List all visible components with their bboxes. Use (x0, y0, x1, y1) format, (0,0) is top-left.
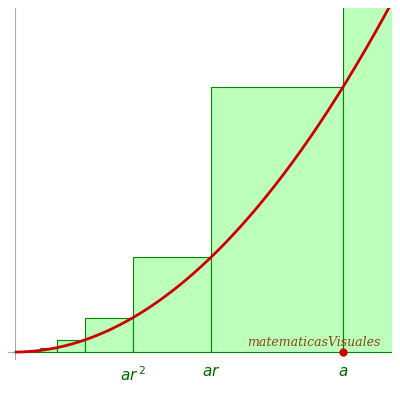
Bar (30, 350, 40, 352)
Text: matematicasVisuales: matematicasVisuales (247, 336, 380, 350)
Bar (343, 0, 400, 352)
Text: $ar^{\,2}$: $ar^{\,2}$ (120, 365, 146, 384)
Text: $ar$: $ar$ (202, 365, 221, 379)
Bar (40, 348, 57, 352)
Bar (133, 257, 212, 352)
Bar (86, 318, 133, 352)
Bar (57, 340, 86, 352)
Text: $a$: $a$ (338, 365, 348, 379)
Bar (212, 87, 343, 352)
